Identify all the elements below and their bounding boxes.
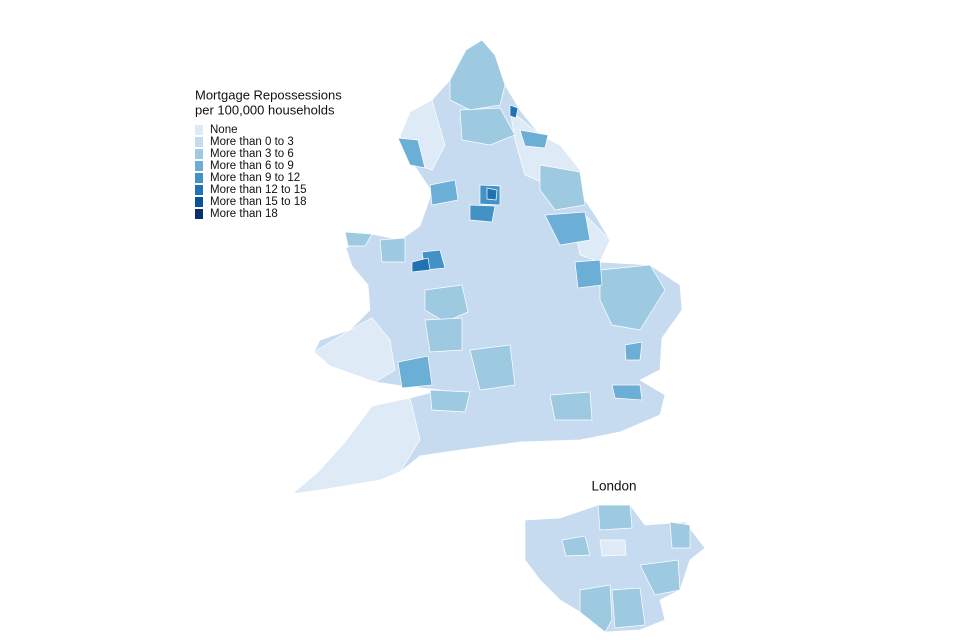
region [544, 211, 591, 246]
region [549, 391, 593, 421]
region [469, 204, 496, 223]
legend-swatch [195, 149, 203, 159]
legend-label: More than 12 to 15 [210, 184, 307, 196]
region [599, 264, 666, 331]
inset-label: London [591, 479, 636, 494]
region [379, 237, 406, 263]
region [539, 164, 586, 211]
legend-swatch [195, 197, 203, 207]
region [397, 355, 433, 389]
region [519, 129, 549, 149]
legend-swatch [195, 209, 203, 219]
region [611, 587, 646, 629]
legend-label: More than 15 to 18 [210, 196, 307, 208]
legend-label: More than 9 to 12 [210, 172, 300, 184]
legend-swatch [195, 173, 203, 183]
legend-label: More than 0 to 3 [210, 136, 294, 148]
legend-title: Mortgage Repossessions [195, 87, 342, 102]
region [397, 137, 426, 169]
region [469, 344, 516, 391]
region [669, 521, 691, 549]
region [639, 559, 681, 596]
region [486, 187, 498, 201]
region [574, 259, 603, 289]
region [290, 397, 421, 495]
legend-swatch [195, 137, 203, 147]
legend-swatch [195, 161, 203, 171]
region [624, 341, 643, 361]
legend-label: More than 18 [210, 208, 278, 220]
england-wales-map [290, 39, 683, 495]
legend-title: per 100,000 households [195, 102, 335, 117]
region [561, 535, 591, 557]
legend-swatch [195, 125, 203, 135]
region [449, 39, 506, 111]
region [411, 257, 431, 273]
region [424, 317, 463, 353]
region [611, 384, 643, 401]
legend-swatch [195, 185, 203, 195]
region [344, 231, 373, 247]
legend-label: More than 6 to 9 [210, 160, 294, 172]
region [599, 539, 627, 557]
region [597, 504, 633, 531]
region [579, 584, 613, 633]
region [459, 107, 516, 146]
region [290, 39, 683, 495]
region [429, 179, 459, 206]
legend-label: None [210, 124, 238, 136]
region [509, 104, 519, 119]
london-inset [524, 504, 706, 633]
region [429, 389, 471, 413]
region [313, 317, 396, 383]
region [424, 284, 469, 323]
legend-label: More than 3 to 6 [210, 148, 294, 160]
